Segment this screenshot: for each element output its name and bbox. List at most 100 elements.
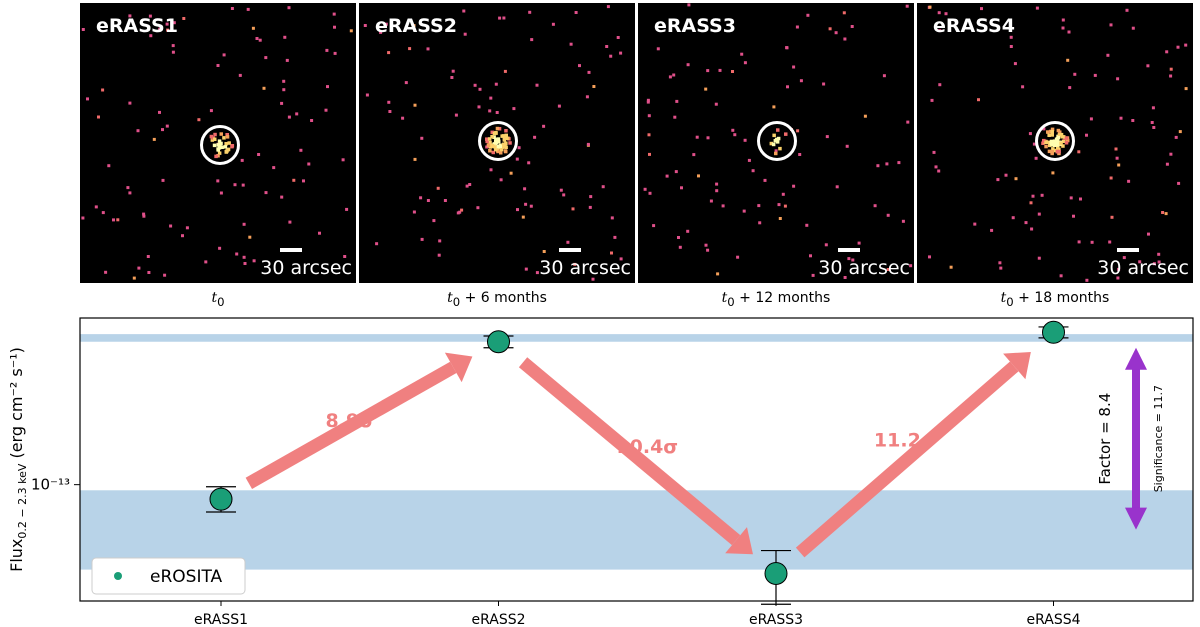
photon-dot <box>906 120 910 124</box>
photon-dot <box>384 22 388 26</box>
photon-dot <box>1009 35 1013 39</box>
photon-dot <box>1110 215 1114 219</box>
photon-dot <box>886 213 890 217</box>
photon-dot <box>763 178 767 182</box>
photon-dot <box>248 235 252 239</box>
photon-dot <box>473 83 477 87</box>
photon-dot <box>673 115 677 119</box>
photon-dot <box>1030 227 1034 231</box>
photon-dot <box>863 114 867 118</box>
photon-dot <box>1109 176 1113 180</box>
photon-dot <box>792 184 796 188</box>
photon-dot <box>326 85 329 89</box>
photon-dot <box>1165 50 1169 54</box>
photon-dot <box>609 54 613 58</box>
photon-dot <box>647 114 651 118</box>
photon-dot <box>438 239 442 243</box>
photon-dot <box>885 162 889 166</box>
photon-dot <box>503 69 507 73</box>
photon-dot <box>463 32 467 36</box>
photon-dot <box>1147 232 1150 236</box>
photon-dot <box>529 204 533 208</box>
photon-dot <box>1067 30 1071 34</box>
photon-dot <box>1157 260 1161 264</box>
photon-dot <box>171 50 175 54</box>
photon-dot <box>171 44 175 48</box>
photon-dot <box>379 30 383 34</box>
photon-dot <box>509 171 513 175</box>
trend-arrow-head-1 <box>725 527 753 555</box>
photon-dot <box>783 204 787 208</box>
photon-dot <box>716 272 720 276</box>
photon-dot <box>652 224 656 228</box>
photon-dot <box>695 135 699 139</box>
photon-dot <box>1116 276 1120 280</box>
photon-dot <box>828 27 832 31</box>
photon-dot <box>412 24 416 28</box>
photon-dot <box>185 226 189 230</box>
photon-dot <box>163 273 167 277</box>
photon-dot <box>648 191 652 195</box>
photon-dot <box>451 69 455 73</box>
photon-dot <box>886 268 890 271</box>
scale-label: 30 arcsec <box>818 257 910 279</box>
photon-dot <box>843 276 847 279</box>
photon-dot <box>1061 18 1065 22</box>
photon-dot <box>751 169 755 173</box>
photon-dot <box>112 218 115 222</box>
photon-dot <box>375 242 379 246</box>
trend-arrow-head-0 <box>444 352 473 383</box>
photon-dot <box>252 259 256 263</box>
image-panel-erass1: eRASS1 30 arcsec <box>80 3 356 283</box>
photon-dot <box>589 195 593 199</box>
photon-dot <box>142 214 146 218</box>
photon-dot <box>1116 77 1120 81</box>
photon-dot <box>542 124 546 128</box>
photon-dot <box>718 68 722 72</box>
photon-dot <box>777 203 781 207</box>
photon-dot <box>494 82 498 86</box>
photon-dot <box>149 34 153 38</box>
photon-dot <box>1151 106 1155 110</box>
photon-dot <box>996 178 1000 182</box>
photon-dot <box>1066 58 1070 62</box>
photon-dot <box>1059 274 1063 278</box>
x-tick-label: eRASS2 <box>471 612 525 627</box>
photon-dot <box>680 186 683 190</box>
photon-dot <box>169 224 173 228</box>
photon-dot <box>799 79 803 83</box>
photon-dot <box>901 219 905 223</box>
photon-dot <box>436 186 440 190</box>
photon-dot <box>551 22 555 26</box>
photon-dot <box>647 133 651 137</box>
photon-dot <box>1085 278 1089 282</box>
photon-dot <box>587 70 591 74</box>
photon-dot <box>97 115 100 119</box>
time-label-erass1: t0 <box>211 290 225 309</box>
photon-dot <box>1037 256 1041 260</box>
photon-dot <box>104 270 108 274</box>
photon-dot <box>1178 130 1182 134</box>
photon-dot <box>677 236 680 239</box>
photon-dot <box>460 208 464 212</box>
photon-dot <box>219 191 223 195</box>
photon-dot <box>1069 196 1073 200</box>
photon-dot <box>468 183 472 186</box>
photon-dot <box>412 210 416 214</box>
photon-dot <box>973 222 977 226</box>
significance-label-2: 11.2σ <box>874 430 936 452</box>
photon-dot <box>610 216 614 220</box>
photon-dot <box>426 47 430 51</box>
photon-dot <box>521 215 525 219</box>
photon-dot <box>262 86 266 90</box>
photon-dot <box>333 51 337 55</box>
photon-dot <box>243 262 247 265</box>
photon-dot <box>613 235 617 239</box>
photon-dot <box>1169 67 1173 71</box>
photon-dot <box>235 252 239 256</box>
data-point-erass1 <box>209 487 233 511</box>
photon-dot <box>785 46 789 50</box>
photon-dot <box>697 174 700 178</box>
photon-dot <box>287 115 291 119</box>
photon-dot <box>586 142 590 146</box>
